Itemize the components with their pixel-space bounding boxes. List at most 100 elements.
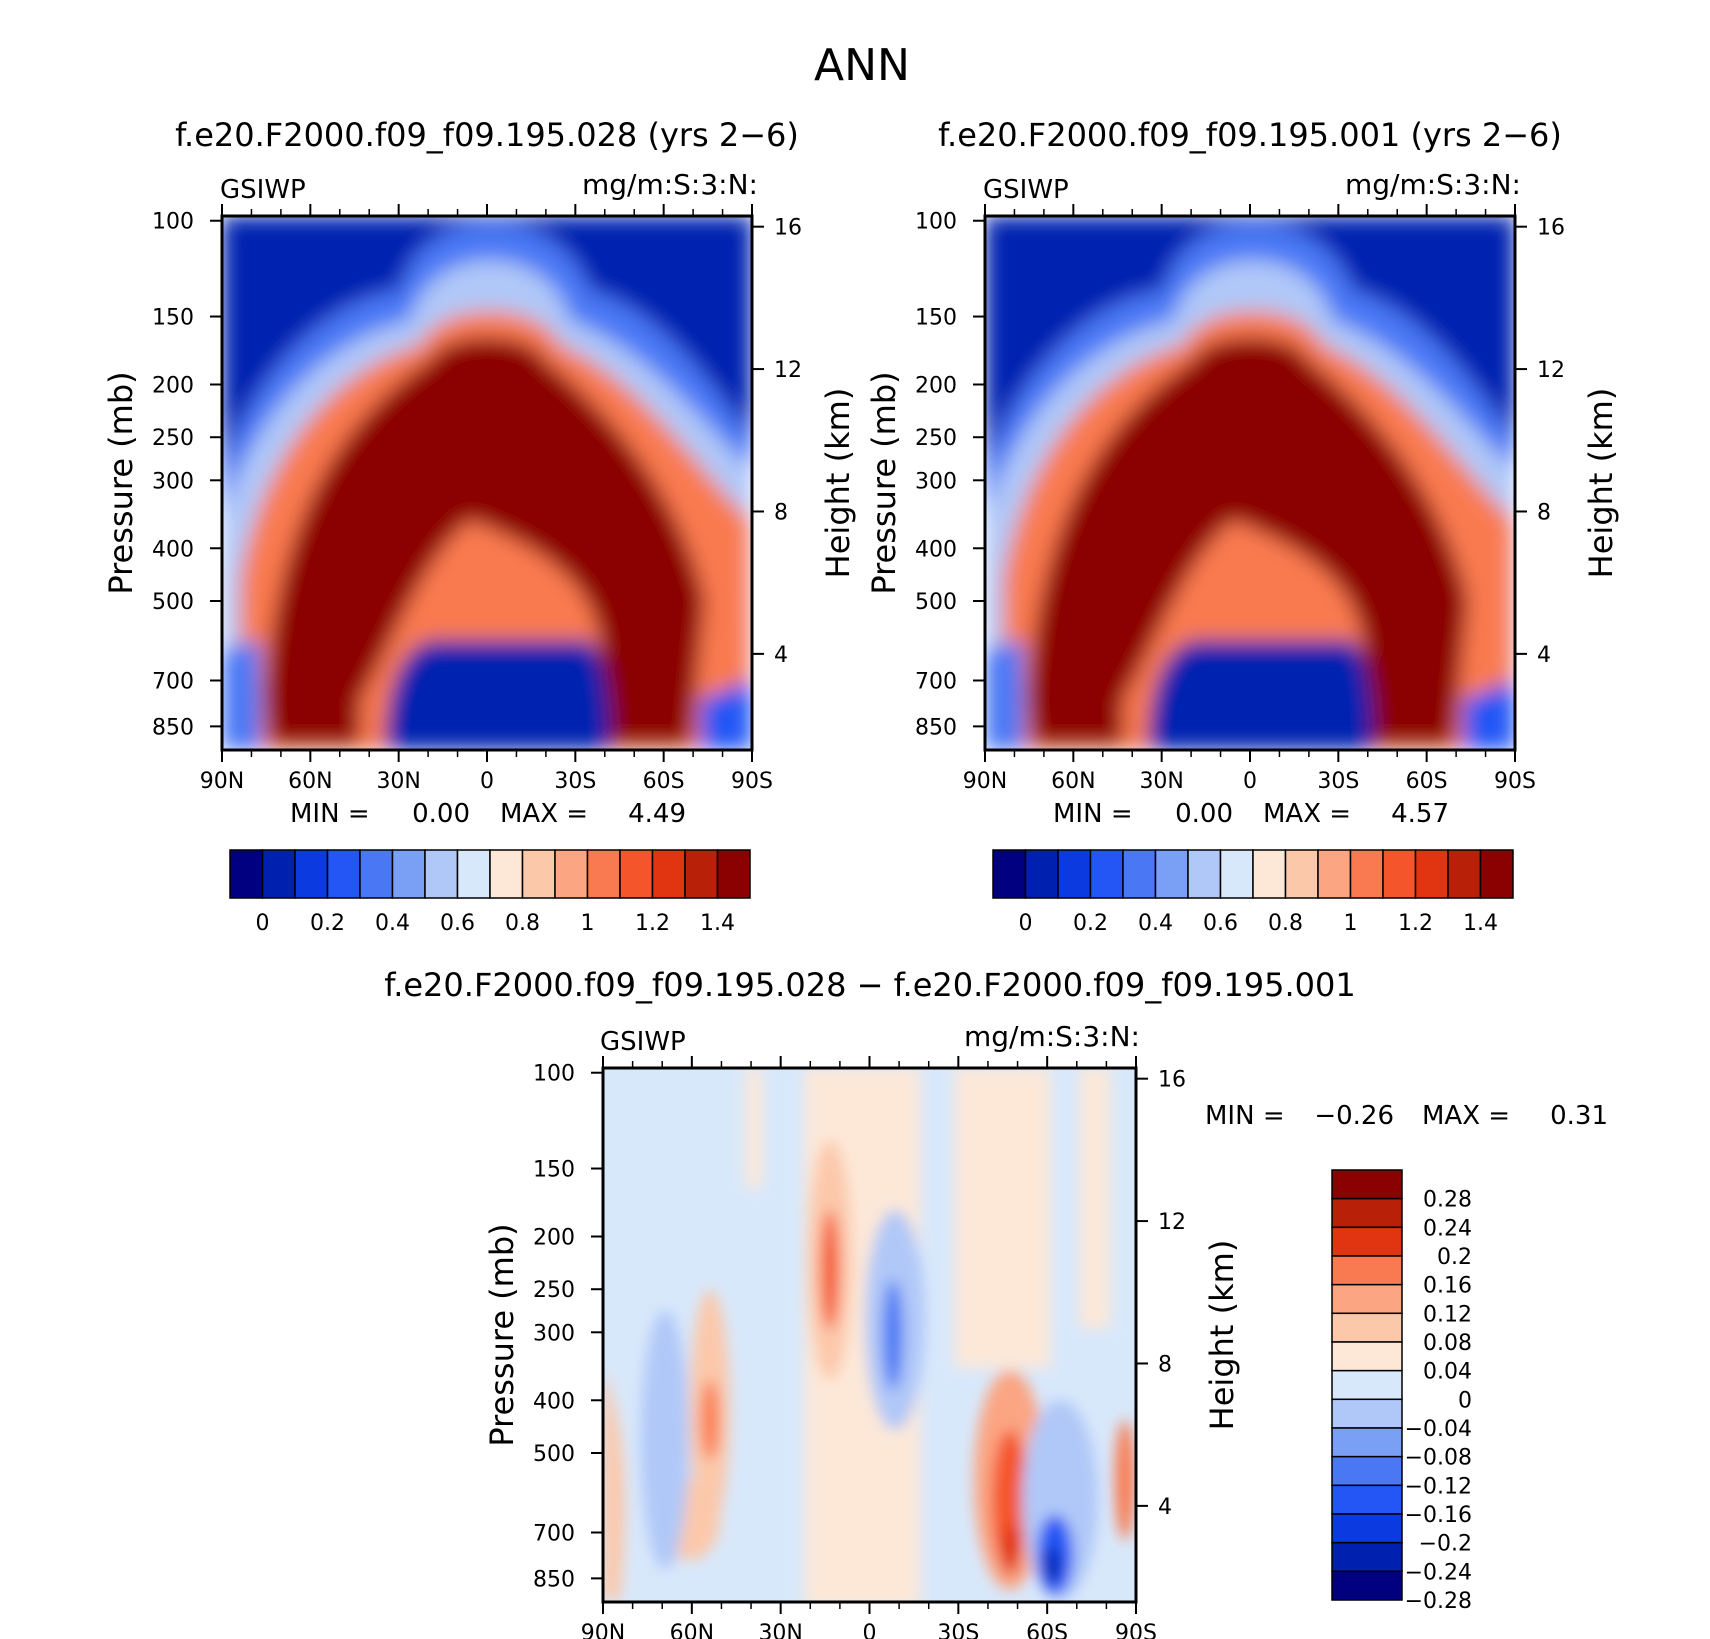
colorbar-label: 0.2 [1073, 911, 1108, 936]
panel-diff: f.e20.F2000.f09_f09.195.028 − f.e20.F200… [384, 966, 1608, 1639]
contour-field [603, 1068, 1136, 1602]
colorbar-swatch [1219, 849, 1254, 899]
panel-title: f.e20.F2000.f09_f09.195.028 − f.e20.F200… [384, 966, 1356, 1004]
x-tick-label: 30N [376, 769, 420, 794]
height-tick-label: 8 [1537, 500, 1551, 525]
height-tick-label: 12 [1158, 1210, 1186, 1235]
colorbar-swatch [424, 849, 459, 899]
colorbar-swatch [1331, 1484, 1403, 1515]
x-tick-label: 30S [554, 769, 596, 794]
y-axis-label-right: Height (km) [1203, 1240, 1241, 1431]
x-tick-label: 30S [1317, 769, 1359, 794]
colorbar-swatch [1331, 1455, 1403, 1487]
pressure-tick-label: 850 [915, 715, 957, 740]
x-tick-label: 0 [1243, 769, 1257, 794]
colorbar-swatch [1349, 849, 1384, 899]
colorbar-swatch [261, 849, 296, 899]
colorbar-swatch [1331, 1341, 1403, 1372]
max-value: 0.31 [1550, 1101, 1608, 1131]
colorbar-swatch [1331, 1513, 1403, 1544]
max-value: 4.57 [1391, 799, 1449, 829]
pressure-tick-label: 100 [915, 210, 957, 235]
colorbar-swatch [294, 849, 329, 899]
min-value: 0.00 [412, 799, 470, 829]
colorbar-swatch [1447, 849, 1482, 899]
colorbar-swatch [1284, 849, 1319, 899]
colorbar-swatch [456, 849, 491, 899]
pressure-tick-label: 150 [152, 306, 194, 331]
height-tick-label: 16 [1537, 216, 1565, 241]
colorbar-swatch [1331, 1427, 1403, 1458]
colorbar-swatch [229, 849, 264, 899]
units-label: mg/m:S:3:N: [1345, 168, 1521, 201]
colorbar-swatch [554, 849, 589, 899]
colorbar-swatch [586, 849, 621, 899]
height-tick-label: 8 [774, 500, 788, 525]
colorbar-swatch [651, 849, 686, 899]
colorbar-label: 1.4 [700, 911, 735, 936]
x-tick-label: 90N [200, 769, 244, 794]
min-label: MIN = [290, 799, 370, 829]
colorbar-label: −0.28 [1405, 1589, 1472, 1614]
colorbar-label: 0.8 [505, 911, 540, 936]
panel-case2: f.e20.F2000.f09_f09.195.001 (yrs 2−6) GS… [865, 116, 1620, 936]
colorbar-swatch [1331, 1169, 1403, 1200]
colorbar-label: 0 [1458, 1388, 1472, 1413]
panel-case1: f.e20.F2000.f09_f09.195.028 (yrs 2−6) GS… [102, 116, 857, 936]
max-label: MAX = [1263, 799, 1351, 829]
pressure-tick-label: 500 [915, 590, 957, 615]
pressure-tick-label: 150 [915, 306, 957, 331]
y-axis-label-left: Pressure (mb) [483, 1223, 521, 1446]
colorbar-swatch [1331, 1197, 1403, 1229]
colorbar-swatch [326, 849, 361, 899]
colorbar-label: −0.12 [1405, 1474, 1472, 1499]
colorbar-label: 1.2 [635, 911, 670, 936]
colorbar-swatch [1024, 849, 1059, 899]
pressure-tick-label: 400 [152, 537, 194, 562]
colorbar-swatch [716, 849, 751, 899]
x-tick-label: 90S [1115, 1621, 1157, 1639]
colorbar-label: 0.4 [375, 911, 410, 936]
colorbar-swatch [1154, 849, 1189, 899]
colorbar-swatch [391, 849, 426, 899]
colorbar-label: 0 [1019, 911, 1033, 936]
colorbar-label: 1.4 [1463, 911, 1498, 936]
y-axis-label-left: Pressure (mb) [102, 371, 140, 594]
colorbar-label: 0.8 [1268, 911, 1303, 936]
pressure-tick-label: 200 [152, 373, 194, 398]
colorbar-swatch [1331, 1226, 1403, 1257]
variable-label: GSIWP [220, 175, 306, 205]
max-label: MAX = [1422, 1101, 1510, 1131]
height-tick-label: 16 [1158, 1068, 1186, 1093]
x-ticks: 90N 60N 30N 0 30S 60S 90S [200, 204, 773, 794]
variable-label: GSIWP [983, 175, 1069, 205]
colorbar-swatch [1331, 1398, 1403, 1429]
colorbar-label: 0.28 [1423, 1188, 1472, 1213]
y-axis-label-right: Height (km) [819, 388, 857, 579]
colorbar: 0 0.2 0.4 0.6 0.8 1 1.2 1.4 [229, 849, 751, 936]
colorbar-label: 0.24 [1423, 1216, 1472, 1241]
colorbar-swatch [1252, 849, 1287, 899]
pressure-tick-label: 200 [533, 1225, 575, 1250]
x-ticks: 90N 60N 30N 0 30S 60S 90S [581, 1056, 1157, 1639]
colorbar-swatch [1089, 849, 1124, 899]
colorbar-swatch [1331, 1541, 1403, 1573]
colorbar-swatch [1317, 849, 1352, 899]
colorbar-swatch [1331, 1255, 1403, 1286]
x-tick-label: 60S [1026, 1621, 1068, 1639]
x-tick-label: 90N [581, 1621, 625, 1639]
colorbar-label: 1 [581, 911, 595, 936]
pressure-tick-label: 850 [533, 1567, 575, 1592]
units-label: mg/m:S:3:N: [964, 1020, 1140, 1053]
colorbar-swatch [1382, 849, 1417, 899]
pressure-tick-label: 500 [533, 1442, 575, 1467]
x-tick-label: 90N [963, 769, 1007, 794]
height-tick-label: 16 [774, 216, 802, 241]
colorbar-swatch [1057, 849, 1092, 899]
min-label: MIN = [1205, 1101, 1285, 1131]
min-label: MIN = [1053, 799, 1133, 829]
colorbar-label: 0.12 [1423, 1302, 1472, 1327]
colorbar-label: 0.6 [1203, 911, 1238, 936]
colorbar-swatch [489, 849, 524, 899]
